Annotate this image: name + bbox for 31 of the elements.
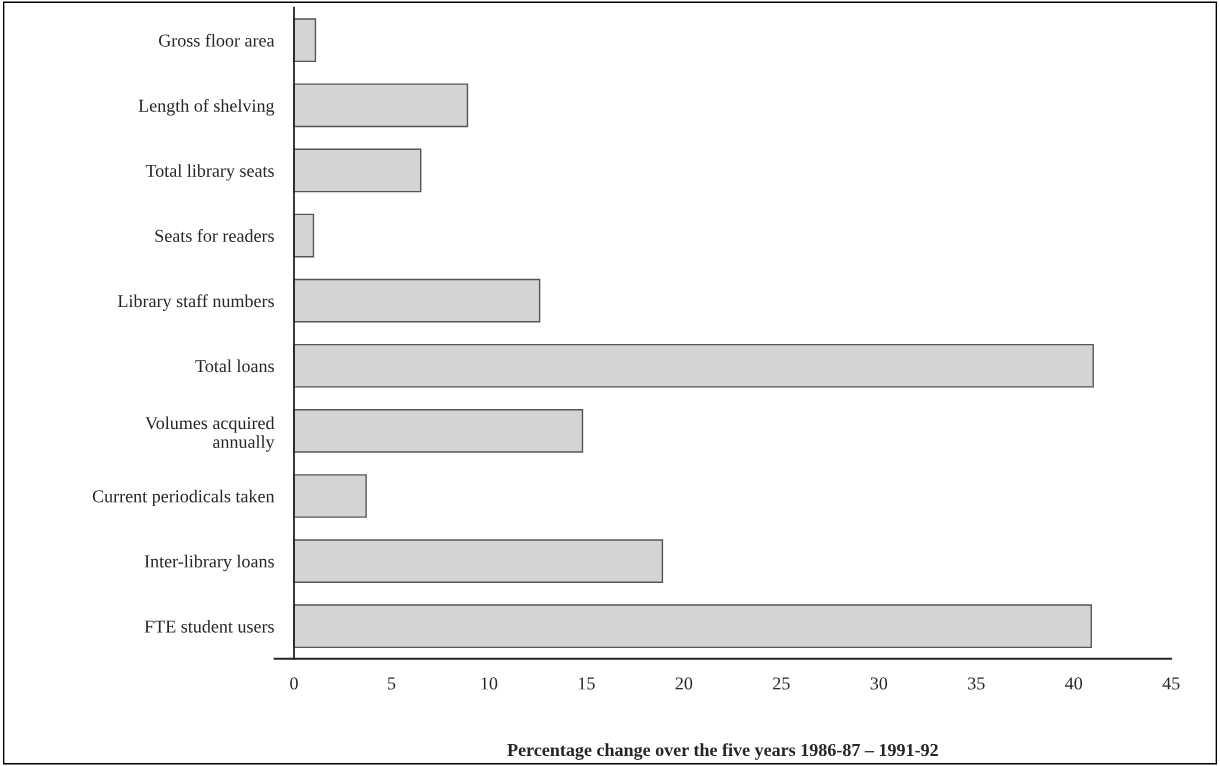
bar <box>293 148 422 193</box>
x-tick-label: 0 <box>290 677 298 690</box>
bar <box>293 474 367 518</box>
bar <box>293 83 469 128</box>
x-axis-title: Percentage change over the five years 1986-87 – 1991-92 <box>507 743 938 760</box>
bar <box>293 18 317 63</box>
y-tick-label: Seats for readers <box>155 229 274 242</box>
y-tick-label: Current periodicals taken <box>92 489 275 507</box>
y-tick-label: Total library seats <box>145 164 274 181</box>
x-tick-label: 45 <box>1162 677 1180 690</box>
y-tick-label: Length of shelving <box>138 98 275 116</box>
x-tick-label: 30 <box>870 677 888 690</box>
bar <box>293 213 315 258</box>
y-tick-label: Volumes acquired annually <box>145 416 275 452</box>
x-tick-label: 20 <box>675 677 693 690</box>
bar <box>293 278 541 323</box>
y-tick-label: Total loans <box>195 359 274 373</box>
bar <box>293 604 1092 649</box>
y-tick-label: FTE student users <box>144 619 274 633</box>
y-tick-label: Library staff numbers <box>117 294 274 311</box>
y-tick-label: Gross floor area <box>158 33 275 47</box>
x-tick-label: 35 <box>968 677 985 690</box>
bar <box>293 409 584 453</box>
bar <box>293 343 1094 388</box>
y-tick-label: Inter-library loans <box>144 554 274 572</box>
bar <box>293 539 664 583</box>
x-tick-label: 15 <box>578 677 595 690</box>
x-tick-label: 40 <box>1065 677 1083 690</box>
x-tick-label: 25 <box>773 677 790 690</box>
x-tick-label: 10 <box>481 677 498 690</box>
x-tick-label: 5 <box>388 677 396 690</box>
